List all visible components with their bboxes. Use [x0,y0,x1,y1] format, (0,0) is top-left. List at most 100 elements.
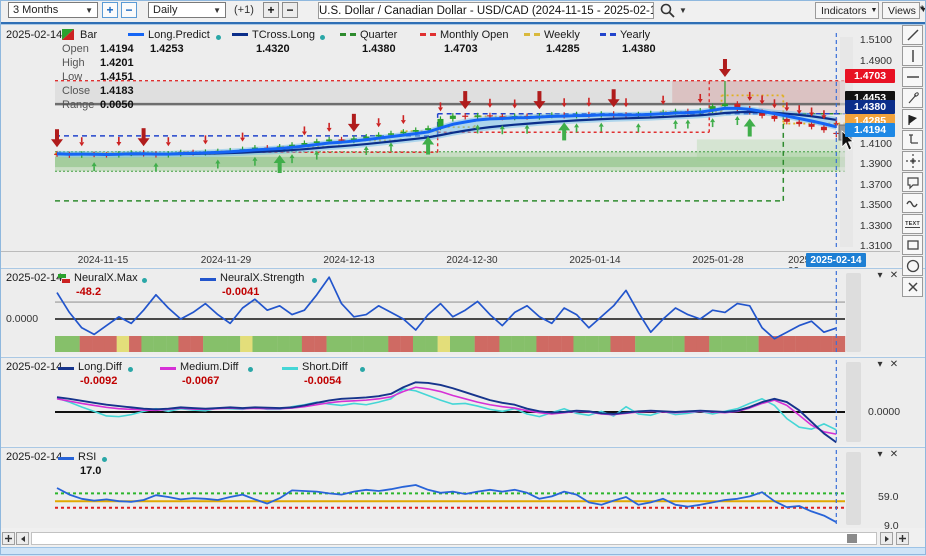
settings-dot-icon[interactable] [320,35,325,40]
horizontal-line-icon [906,76,919,78]
neuralx-strength-swatch [200,278,216,281]
search-caret-icon[interactable]: ▼ [679,6,687,15]
scroll-left-button[interactable] [16,532,29,545]
window-bottom-edge [0,547,926,556]
wave-tool-button[interactable] [902,193,923,213]
rectangle-tool-button[interactable] [902,235,923,255]
diff-chart-canvas[interactable] [0,358,900,446]
indicators-button[interactable]: Indicators ▼ [815,2,879,19]
scroll-zoom-out-button[interactable] [2,532,15,545]
rsi-panel-date: 2025-02-14 [6,451,63,463]
rsi-value: 17.0 [80,465,102,477]
scroll-zoom-in-button[interactable] [896,532,909,545]
scrollbar-thumb[interactable] [847,534,857,543]
ellipse-icon [906,259,919,273]
collapse-panel-icon[interactable]: ▾ [877,449,883,460]
range-label: Range [62,99,95,111]
zoom-in-button[interactable]: + [102,2,118,18]
long-diff-swatch [58,367,74,370]
weekly-swatch [524,33,540,36]
medium-diff-value: -0.0067 [182,375,220,387]
settings-dot-icon[interactable] [312,278,317,283]
rectangle-icon [906,240,919,250]
flag-tool-button[interactable] [902,109,923,129]
delete-drawing-button[interactable] [902,277,923,297]
quarter-value: 1.4380 [362,43,396,55]
settings-dot-icon[interactable] [360,367,365,372]
left-arrow-icon [20,535,25,542]
chevron-down-icon: ▼ [213,5,221,15]
weekly-label: Weekly [544,29,580,41]
range-select[interactable]: 3 Months ▼ [8,2,98,18]
crosshair-icon [905,154,920,168]
right-arrow-icon [884,535,889,542]
scrollbar-track[interactable] [31,532,877,545]
trendline-tool-button[interactable] [902,25,923,45]
high-value: 1.4201 [100,57,134,69]
settings-dot-icon[interactable] [102,457,107,462]
neuralx-panel: 2025-02-14 NeuralX.Max -48.2 NeuralX.Str… [0,268,926,355]
horizontal-line-tool-button[interactable] [902,67,923,87]
close-panel-icon[interactable]: ✕ [889,449,899,460]
medium-diff-swatch [160,367,176,370]
quarter-label: Quarter [360,29,398,41]
interval-select[interactable]: Daily ▼ [148,2,226,18]
pen-tool-button[interactable] [902,88,923,108]
close-panel-icon[interactable]: ✕ [889,270,899,281]
interval-select-value: Daily [153,4,178,16]
vertical-line-icon [911,50,914,62]
bar-remove-button[interactable]: − [282,2,298,18]
collapse-panel-icon[interactable]: ▾ [877,270,883,281]
views-button[interactable]: Views ▼ [882,2,926,19]
ellipse-tool-button[interactable] [902,256,923,276]
drawing-toolbar: TEXT [901,25,925,298]
settings-dot-icon[interactable] [216,35,221,40]
trendline-icon [906,29,919,41]
elbow-line-tool-button[interactable] [902,130,923,150]
collapse-panel-icon[interactable]: ▾ [877,359,883,370]
chevron-down-icon: ▼ [919,7,926,14]
neuralx-max-label: NeuralX.Max [74,272,138,284]
zoom-out-button[interactable]: − [121,2,137,18]
views-button-label: Views [888,4,916,17]
text-tool-button[interactable]: TEXT [902,214,923,234]
rsi-label: RSI [78,451,97,463]
settings-dot-icon[interactable] [128,367,133,372]
rsi-chart-canvas[interactable] [0,448,900,529]
medium-diff-label: Medium.Diff [180,361,239,373]
close-value: 1.4183 [100,85,134,97]
minus-icon: − [286,3,294,17]
long-predict-swatch [128,33,144,36]
settings-dot-icon[interactable] [142,278,147,283]
search-icon[interactable] [659,2,676,22]
open-value: 1.4194 [100,43,134,55]
long-predict-value: 1.4253 [150,43,184,55]
diff-panel-date: 2025-02-14 [6,361,63,373]
neuralx-chart-canvas[interactable] [0,269,900,356]
range-select-value: 3 Months [13,4,59,16]
close-panel-icon[interactable]: ✕ [889,359,899,370]
callout-tool-button[interactable] [902,172,923,192]
bar-add-button[interactable]: + [263,2,279,18]
scroll-right-button[interactable] [880,532,893,545]
elbow-line-icon [908,134,918,144]
x-tick: 2025-01-14 [569,255,621,266]
price-chart-canvas[interactable] [0,25,900,251]
monthly-open-label: Monthly Open [440,29,509,41]
close-icon [907,282,918,292]
text-icon: TEXT [905,220,920,228]
rsi-swatch [58,457,74,460]
long-diff-label: Long.Diff [78,361,122,373]
chevron-down-icon: ▼ [870,7,878,14]
plus-icon: + [267,3,275,17]
y-tick: 1.3300 [859,220,892,232]
crosshair-tool-button[interactable] [902,151,923,171]
settings-dot-icon[interactable] [248,367,253,372]
rsi-lower-axis-label: 9.0 [884,520,899,532]
main-panel-date: 2025-02-14 [6,29,63,41]
plus-icon: + [106,3,114,17]
panel-accent-line [0,22,926,24]
vertical-line-tool-button[interactable] [902,46,923,66]
symbol-title-input[interactable]: U.S. Dollar / Canadian Dollar - USD/CAD … [318,2,654,19]
y-tick: 1.5100 [859,34,892,46]
